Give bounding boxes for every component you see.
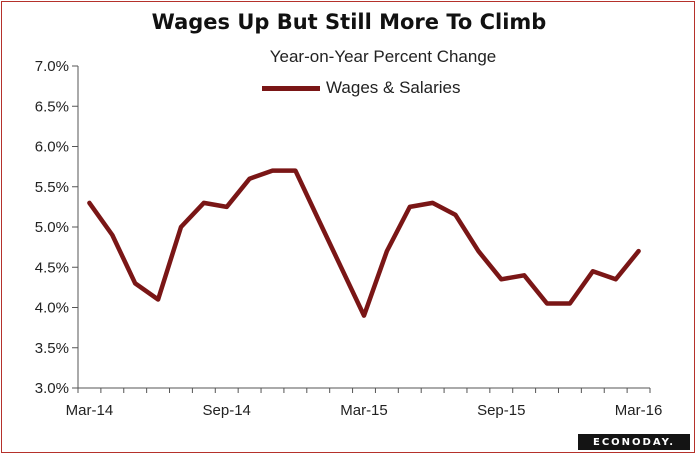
econoday-logo: ECONODAY. [578, 434, 690, 450]
y-tick-label: 5.0% [35, 219, 69, 236]
y-tick-label: 6.5% [35, 98, 69, 115]
y-tick-label: 3.0% [35, 380, 69, 397]
y-tick-label: 7.0% [35, 58, 69, 75]
x-tick-label: Sep-14 [203, 402, 251, 419]
y-tick-label: 3.5% [35, 340, 69, 357]
x-tick-label: Mar-15 [340, 402, 388, 419]
chart-subtitle: Year-on-Year Percent Change [269, 47, 497, 66]
y-tick-label: 6.0% [35, 139, 69, 156]
x-tick-label: Mar-14 [66, 402, 114, 419]
x-tick-label: Mar-16 [615, 402, 663, 419]
legend-label: Wages & Salaries [326, 78, 461, 97]
legend-swatch [262, 85, 320, 91]
legend: Wages & Salaries [262, 76, 460, 100]
series-line-wages-salaries [87, 168, 641, 318]
y-tick-label: 5.5% [35, 179, 69, 196]
y-tick-label: 4.0% [35, 300, 69, 317]
chart-title: Wages Up But Still More To Climb [151, 10, 547, 34]
y-tick-label: 4.5% [35, 259, 69, 276]
x-tick-label: Sep-15 [477, 402, 525, 419]
